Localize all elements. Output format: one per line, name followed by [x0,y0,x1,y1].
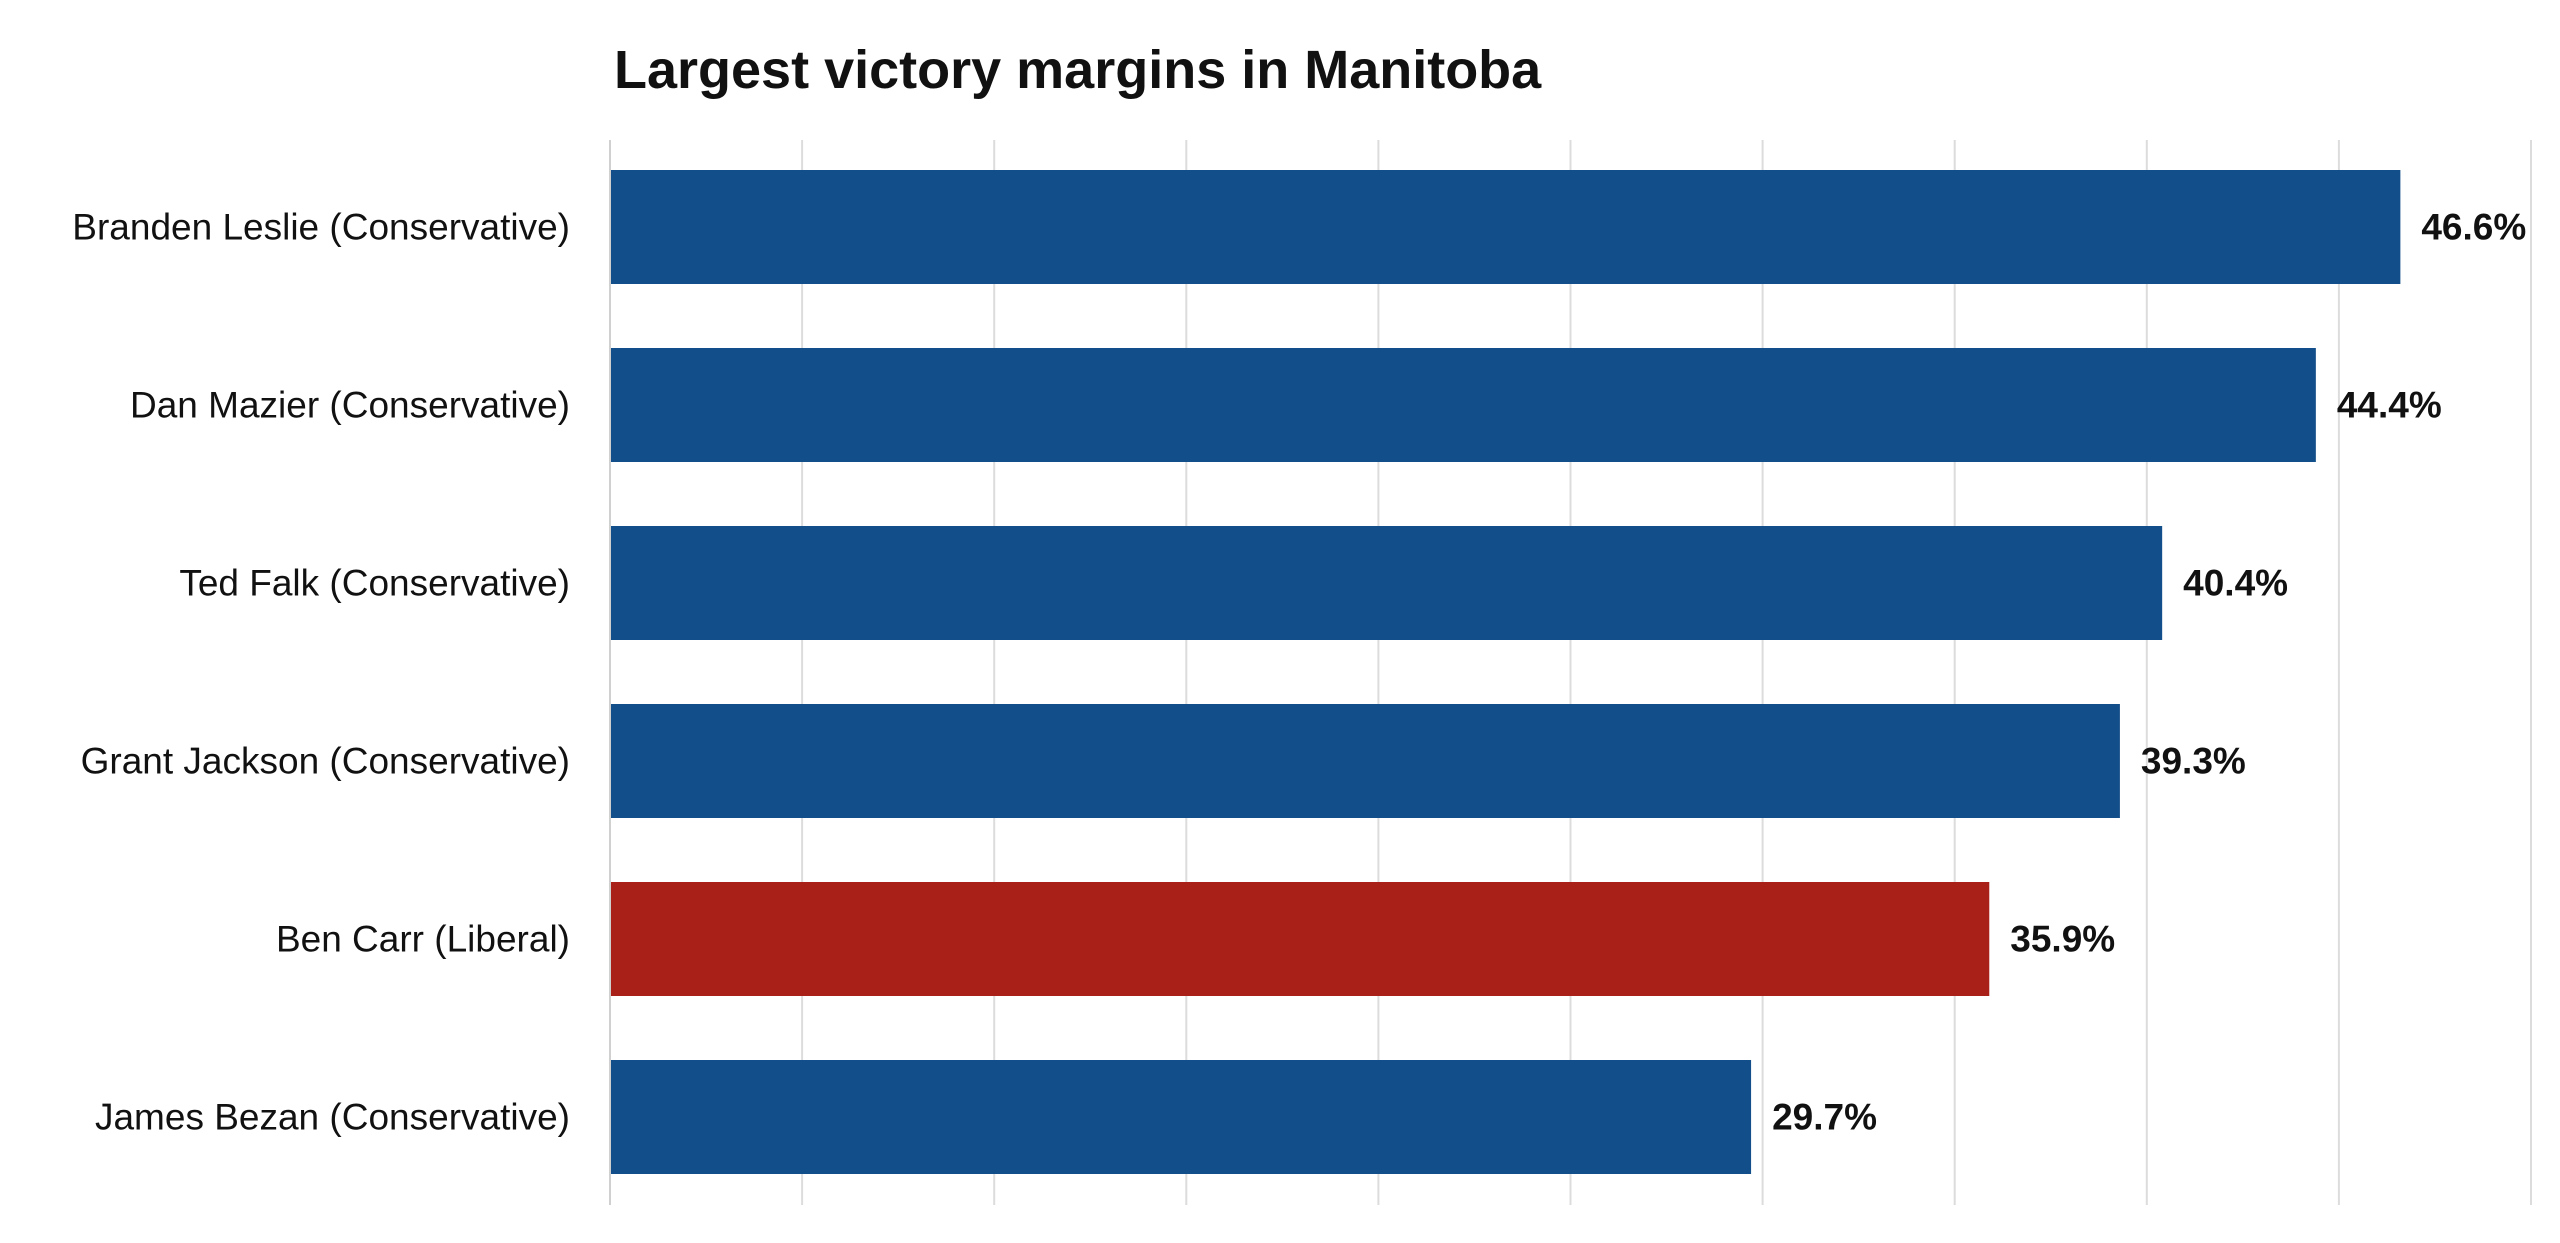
value-label: 46.6% [2421,207,2526,248]
gridlines [609,140,2532,1205]
value-label: 39.3% [2141,741,2246,782]
bar [611,348,2316,462]
value-labels: 46.6% 44.4% 40.4% 39.3% 35.9% 29.7% [1772,207,2526,1138]
value-label: 44.4% [2337,385,2442,426]
category-label: James Bezan (Conservative) [95,1097,570,1138]
bar [611,170,2401,284]
bars [611,170,2401,1174]
category-label: Branden Leslie (Conservative) [72,207,570,248]
category-label: Grant Jackson (Conservative) [81,741,570,782]
category-label: Ben Carr (Liberal) [276,919,570,960]
bar [611,526,2163,640]
value-label: 29.7% [1772,1097,1877,1138]
category-labels: Branden Leslie (Conservative) Dan Mazier … [72,207,570,1138]
category-label: Dan Mazier (Conservative) [130,385,570,426]
value-label: 35.9% [2010,919,2115,960]
bar [611,1060,1752,1174]
bar [611,882,1990,996]
category-label: Ted Falk (Conservative) [179,563,570,604]
chart-title: Largest victory margins in Manitoba [614,40,1542,100]
bar [611,704,2120,818]
value-label: 40.4% [2183,563,2288,604]
